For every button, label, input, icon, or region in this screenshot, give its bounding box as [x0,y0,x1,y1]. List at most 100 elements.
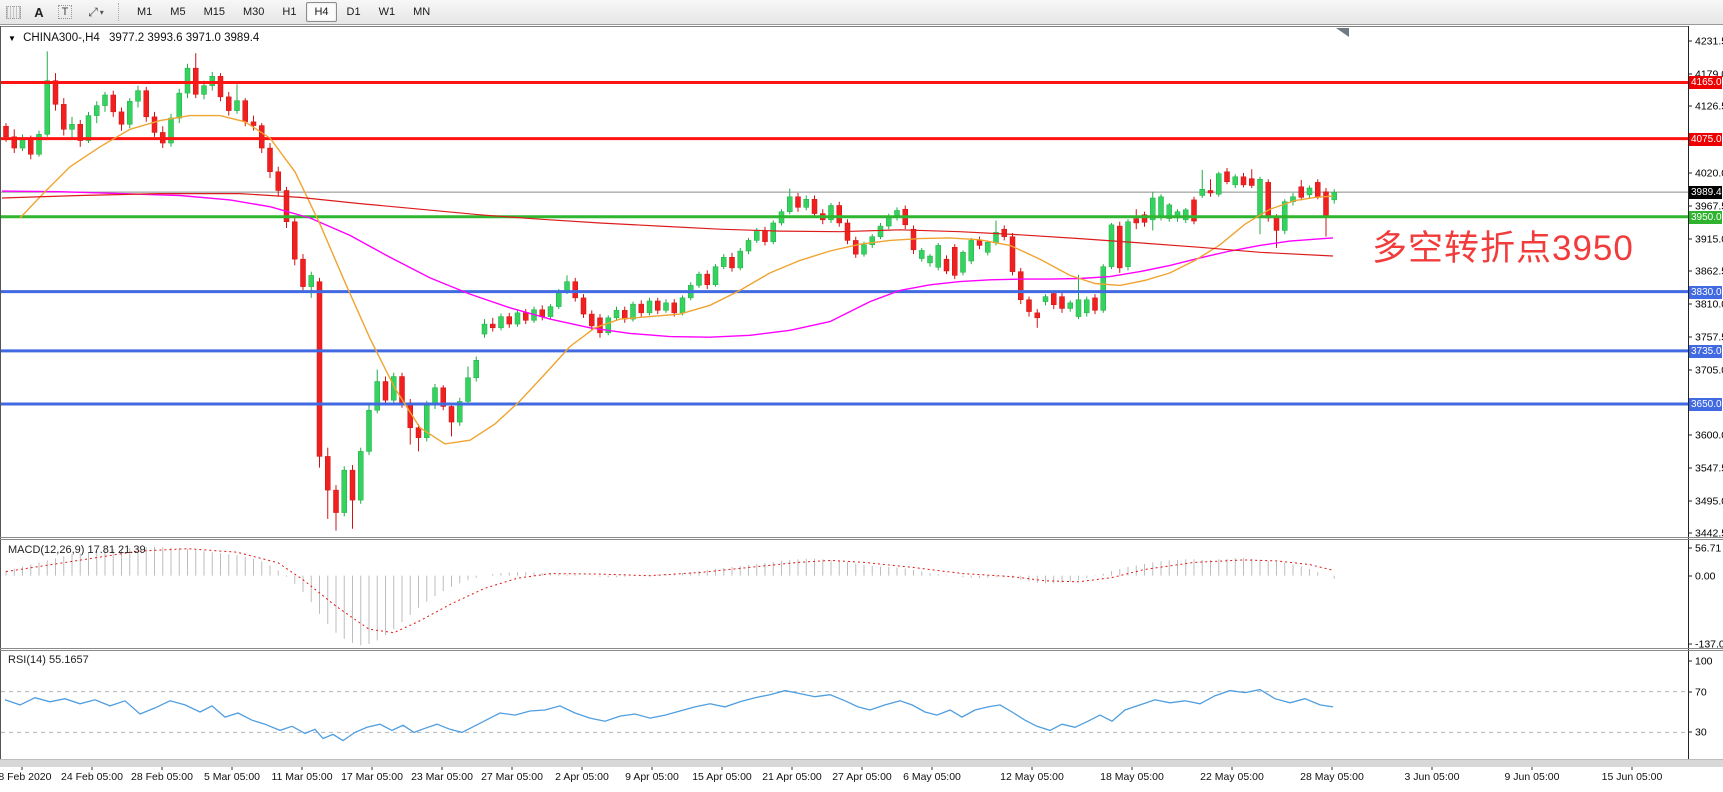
candle-body[interactable] [679,297,686,314]
candle-body[interactable] [217,76,224,98]
candle-body[interactable] [61,104,67,130]
candle-body[interactable] [1059,296,1065,309]
candle-body[interactable] [1042,296,1049,302]
candle-body[interactable] [976,240,983,246]
candle-body[interactable] [1001,228,1007,237]
collapse-triangle-icon[interactable]: ▼ [8,34,16,43]
candle-body[interactable] [762,230,768,242]
candle-body[interactable] [127,100,133,125]
candle-body[interactable] [704,273,710,286]
candle-body[interactable] [1158,196,1164,217]
candle-body[interactable] [655,300,661,311]
candle-body[interactable] [754,230,760,241]
candle-body[interactable] [1306,187,1313,196]
candle-body[interactable] [316,281,323,457]
candle-body[interactable] [572,281,578,299]
candle-body[interactable] [52,80,59,105]
candle-body[interactable] [795,196,801,208]
candle-body[interactable] [671,302,677,314]
candle-body[interactable] [712,266,719,286]
candle-body[interactable] [927,255,933,264]
candle-body[interactable] [94,105,100,116]
candle-body[interactable] [283,190,290,222]
candle-body[interactable] [234,100,240,111]
candle-body[interactable] [275,171,281,191]
candle-body[interactable] [828,205,834,221]
candle-body[interactable] [646,300,653,314]
candle-body[interactable] [1265,182,1271,219]
candle-body[interactable] [465,377,471,402]
candle-body[interactable] [118,111,125,125]
candle-body[interactable] [1075,299,1082,317]
candle-body[interactable] [1108,224,1115,267]
timeframe-button-m1[interactable]: M1 [137,6,153,18]
candle-body[interactable] [696,273,702,286]
candle-body[interactable] [514,312,521,325]
candle-body[interactable] [457,401,463,423]
candle-body[interactable] [300,258,306,287]
candle-body[interactable] [448,406,455,423]
candle-body[interactable] [28,137,34,155]
candle-body[interactable] [1249,178,1255,186]
arrows-tool[interactable]: ⤢ ▾ [79,2,113,22]
candle-body[interactable] [1092,297,1098,311]
candle-body[interactable] [1009,236,1016,272]
candle-body[interactable] [539,309,545,317]
candle-body[interactable] [209,76,215,86]
candle-body[interactable] [877,225,884,237]
candle-body[interactable] [341,469,347,513]
candle-body[interactable] [201,85,207,95]
candle-body[interactable] [143,90,149,118]
timeframe-button-h1[interactable]: H1 [282,6,297,18]
candle-body[interactable] [943,258,950,272]
candle-body[interactable] [580,297,587,315]
candle-body[interactable] [44,80,50,135]
candle-body[interactable] [523,312,529,321]
candle-body[interactable] [36,134,42,155]
candle-body[interactable] [836,205,842,224]
candle-body[interactable] [1141,214,1148,223]
candle-body[interactable] [1224,171,1230,183]
timeframe-button-h4[interactable]: H4 [306,2,337,22]
shift-marker-icon[interactable] [1336,28,1349,37]
candle-body[interactable] [366,409,372,452]
candle-body[interactable] [737,250,743,269]
candle-body[interactable] [613,310,620,319]
timeframe-button-d1[interactable]: D1 [346,6,361,18]
candle-body[interactable] [250,121,257,126]
text-box-tool[interactable]: T [53,2,77,22]
candle-body[interactable] [729,257,735,269]
candle-body[interactable] [622,310,628,320]
candle-body[interactable] [861,244,867,255]
candle-body[interactable] [811,198,818,214]
candle-body[interactable] [1315,182,1321,197]
candle-body[interactable] [787,196,793,212]
candle-body[interactable] [968,240,974,262]
candle-body[interactable] [259,125,265,149]
candle-body[interactable] [1084,299,1090,314]
candle-body[interactable] [1183,209,1189,221]
candle-body[interactable] [1232,176,1238,186]
chart-window[interactable]: 4231.54179.04126.54020.03967.53915.03862… [0,26,1723,792]
candle-body[interactable] [770,222,776,242]
candle-body[interactable] [1026,299,1032,312]
candle-body[interactable] [490,323,496,329]
candle-body[interactable] [1125,221,1131,267]
candle-body[interactable] [481,323,488,335]
candle-body[interactable] [151,116,158,133]
candle-body[interactable] [473,360,479,379]
candle-body[interactable] [85,115,92,141]
candle-body[interactable] [869,236,875,246]
templates-grid-icon[interactable] [1,2,25,22]
candle-body[interactable] [1207,190,1214,194]
candle-body[interactable] [952,247,958,276]
candle-body[interactable] [349,469,356,501]
candle-body[interactable] [3,125,9,138]
timeframe-button-mn[interactable]: MN [413,6,431,18]
candle-body[interactable] [292,221,298,260]
candle-body[interactable] [1191,199,1197,222]
candle-body[interactable] [935,245,941,268]
candle-body[interactable] [242,100,248,123]
candle-body[interactable] [1298,186,1304,198]
candle-body[interactable] [1018,271,1024,300]
